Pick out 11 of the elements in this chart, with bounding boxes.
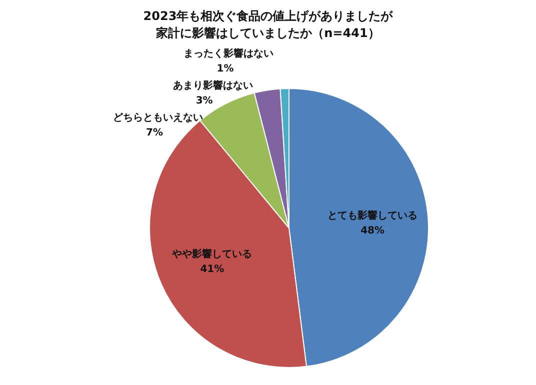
data-label: 3%: [196, 95, 213, 106]
slice-label: どちらともいえない: [113, 112, 203, 124]
chart-title: 2023年も相次ぐ食品の値上げがありましたが家計に影響はしていましたか（n=441）: [142, 8, 394, 42]
data-label: 48%: [360, 225, 385, 236]
data-label: 7%: [146, 127, 163, 138]
slice-label: やや影響している: [171, 248, 252, 260]
data-label: 1%: [216, 63, 234, 74]
data-label: 41%: [200, 264, 224, 275]
slice-label: とても影響している: [328, 209, 418, 222]
slice-label: まったく影響はない: [184, 47, 274, 60]
slice-label: あまり影響はない: [172, 79, 253, 92]
